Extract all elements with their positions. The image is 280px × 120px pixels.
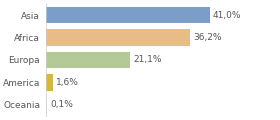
Text: 21,1%: 21,1% xyxy=(134,55,162,64)
Bar xyxy=(46,97,47,113)
Bar xyxy=(46,7,209,23)
Text: 1,6%: 1,6% xyxy=(56,78,79,87)
Bar xyxy=(46,30,190,46)
Text: 0,1%: 0,1% xyxy=(50,100,73,109)
Text: 36,2%: 36,2% xyxy=(194,33,222,42)
Text: 41,0%: 41,0% xyxy=(213,11,241,20)
Bar xyxy=(46,74,53,90)
Bar xyxy=(46,52,130,68)
